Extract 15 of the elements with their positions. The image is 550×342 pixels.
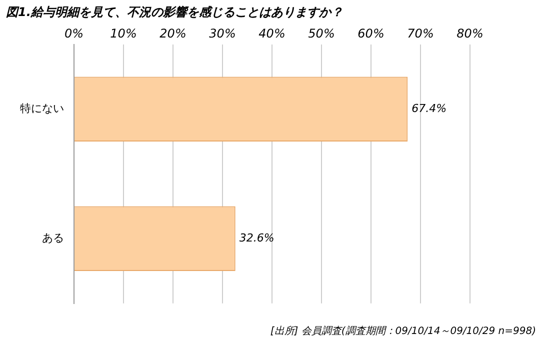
x-tick-label: 80%	[456, 26, 484, 40]
x-tick-label: 70%	[407, 26, 434, 40]
x-tick-label: 0%	[64, 26, 84, 40]
y-tick-label: 特にない	[20, 102, 64, 116]
x-tick-label: 30%	[209, 26, 236, 40]
chart-title: 図1.給与明細を見て、不況の影響を感じることはありますか？	[6, 4, 343, 21]
x-tick-label: 10%	[110, 26, 137, 40]
x-tick-label: 50%	[308, 26, 335, 40]
x-tick-label: 60%	[358, 26, 384, 40]
text: [出所] 会員調査(調査期間：09/10/14～09/10/29 n=998)	[270, 324, 536, 338]
data-label: 32.6%	[239, 232, 274, 245]
x-tick-label: 40%	[258, 26, 286, 40]
x-tick-label: 20%	[160, 26, 186, 40]
data-label: 67.4%	[412, 102, 447, 116]
y-tick-label: ある	[42, 232, 64, 245]
